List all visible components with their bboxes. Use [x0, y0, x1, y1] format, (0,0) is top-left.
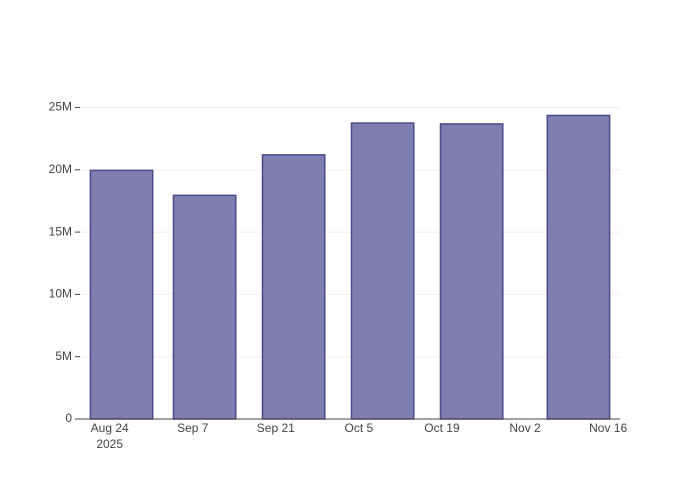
x-tick-label: Oct 19 — [424, 421, 460, 435]
y-tick-label: 10M — [49, 287, 72, 301]
bar — [172, 194, 237, 420]
x-tick-label: Sep 21 — [257, 421, 295, 435]
y-tick-label: 20M — [49, 162, 72, 176]
x-tick-label: Oct 5 — [345, 421, 374, 435]
x-tick-label: Aug 24 — [91, 421, 129, 435]
bar — [261, 154, 326, 420]
bar — [89, 169, 154, 420]
bar — [350, 122, 415, 420]
y-tick-label: 5M — [55, 349, 72, 363]
y-tick-label: 0 — [65, 411, 72, 425]
x-tick-label: Nov 16 — [589, 421, 627, 435]
x-tick-label: Nov 2 — [509, 421, 541, 435]
y-tick-label: 15M — [49, 224, 72, 238]
x-tick-label: Sep 7 — [177, 421, 209, 435]
y-tick-label: 25M — [49, 100, 72, 114]
bar — [546, 114, 611, 420]
bar — [439, 123, 504, 420]
x-tick-sublabel: 2025 — [96, 437, 123, 451]
